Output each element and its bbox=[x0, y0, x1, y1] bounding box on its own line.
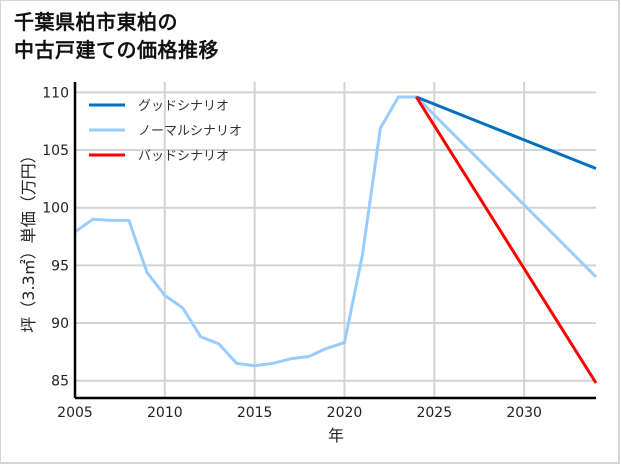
title-line-1: 千葉県柏市東柏の bbox=[14, 10, 178, 34]
legend-label: ノーマルシナリオ bbox=[138, 124, 242, 139]
x-tick-label: 2025 bbox=[416, 405, 452, 421]
axes bbox=[73, 82, 596, 400]
series-line bbox=[415, 96, 598, 384]
series-line bbox=[74, 95, 598, 368]
legend-label: グッドシナリオ bbox=[138, 99, 229, 114]
y-tick-label: 90 bbox=[51, 316, 69, 332]
y-tick-label: 100 bbox=[42, 201, 69, 217]
y-axis-ticks: 85 90 95 100 105 110 bbox=[42, 85, 69, 389]
x-tick-label: 2015 bbox=[237, 405, 273, 421]
x-axis-ticks: 2005 2010 2015 2020 2025 2030 bbox=[57, 405, 542, 421]
y-tick-label: 110 bbox=[42, 85, 69, 101]
y-tick-label: 105 bbox=[42, 143, 69, 159]
title-line-2: 中古戸建ての価格推移 bbox=[14, 38, 219, 62]
series-line bbox=[415, 95, 597, 170]
y-tick-label: 95 bbox=[51, 258, 69, 274]
y-axis-label: 坪（3.3㎡）単価（万円） bbox=[19, 147, 38, 332]
x-tick-label: 2010 bbox=[147, 405, 183, 421]
x-tick-label: 2020 bbox=[327, 405, 363, 421]
x-tick-label: 2005 bbox=[57, 405, 93, 421]
legend-label: バッドシナリオ bbox=[138, 149, 229, 164]
chart-title: 千葉県柏市東柏の 中古戸建ての価格推移 bbox=[14, 8, 219, 64]
data-series bbox=[74, 95, 598, 384]
y-tick-label: 85 bbox=[51, 374, 69, 390]
x-tick-label: 2030 bbox=[506, 405, 542, 421]
x-axis-label: 年 bbox=[328, 426, 344, 445]
